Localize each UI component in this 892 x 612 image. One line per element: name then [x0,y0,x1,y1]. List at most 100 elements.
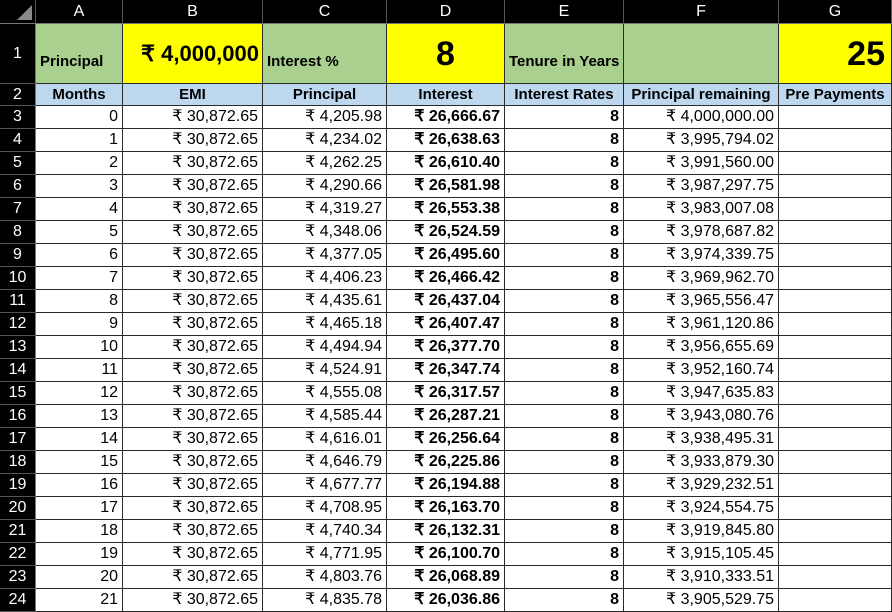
row-header-1[interactable]: 1 [0,24,36,84]
cell-pre-payment[interactable] [779,244,892,267]
cell-interest[interactable]: ₹ 26,163.70 [387,497,505,520]
cell-interest[interactable]: ₹ 26,225.86 [387,451,505,474]
cell-interest-rate[interactable]: 8 [505,428,624,451]
column-header-a[interactable]: A [36,0,123,24]
cell-pre-payment[interactable] [779,474,892,497]
cell-interest-rate[interactable]: 8 [505,244,624,267]
header-interest-rates[interactable]: Interest Rates [505,84,624,106]
row-header-22[interactable]: 22 [0,543,36,566]
cell-principal[interactable]: ₹ 4,524.91 [263,359,387,382]
cell-interest-rate[interactable]: 8 [505,290,624,313]
cell-pre-payment[interactable] [779,359,892,382]
cell-interest[interactable]: ₹ 26,581.98 [387,175,505,198]
cell-principal-remaining[interactable]: ₹ 3,956,655.69 [624,336,779,359]
cell-principal-remaining[interactable]: ₹ 3,933,879.30 [624,451,779,474]
tenure-label-cell[interactable]: Tenure in Years [505,24,624,84]
cell-pre-payment[interactable] [779,382,892,405]
cell-principal-remaining[interactable]: ₹ 3,961,120.86 [624,313,779,336]
cell-principal[interactable]: ₹ 4,205.98 [263,106,387,129]
cell-months[interactable]: 5 [36,221,123,244]
row-header-17[interactable]: 17 [0,428,36,451]
cell-months[interactable]: 15 [36,451,123,474]
cell-emi[interactable]: ₹ 30,872.65 [123,221,263,244]
cell-interest-rate[interactable]: 8 [505,313,624,336]
cell-principal[interactable]: ₹ 4,494.94 [263,336,387,359]
principal-label-cell[interactable]: Principal [36,24,123,84]
cell-emi[interactable]: ₹ 30,872.65 [123,290,263,313]
cell-emi[interactable]: ₹ 30,872.65 [123,589,263,612]
cell-interest-rate[interactable]: 8 [505,451,624,474]
row-header-12[interactable]: 12 [0,313,36,336]
cell-principal-remaining[interactable]: ₹ 4,000,000.00 [624,106,779,129]
cell-principal-remaining[interactable]: ₹ 3,987,297.75 [624,175,779,198]
cell-pre-payment[interactable] [779,129,892,152]
cell-pre-payment[interactable] [779,566,892,589]
cell-months[interactable]: 7 [36,267,123,290]
cell-months[interactable]: 11 [36,359,123,382]
cell-principal[interactable]: ₹ 4,435.61 [263,290,387,313]
cell-emi[interactable]: ₹ 30,872.65 [123,451,263,474]
cell-interest-rate[interactable]: 8 [505,589,624,612]
cell-months[interactable]: 14 [36,428,123,451]
cell-principal[interactable]: ₹ 4,835.78 [263,589,387,612]
cell-interest[interactable]: ₹ 26,068.89 [387,566,505,589]
cell-months[interactable]: 4 [36,198,123,221]
cell-principal-remaining[interactable]: ₹ 3,943,080.76 [624,405,779,428]
cell-interest[interactable]: ₹ 26,100.70 [387,543,505,566]
cell-interest-rate[interactable]: 8 [505,405,624,428]
cell-principal-remaining[interactable]: ₹ 3,952,160.74 [624,359,779,382]
cell-principal-remaining[interactable]: ₹ 3,947,635.83 [624,382,779,405]
cell-principal[interactable]: ₹ 4,319.27 [263,198,387,221]
cell-pre-payment[interactable] [779,198,892,221]
cell-emi[interactable]: ₹ 30,872.65 [123,152,263,175]
row-header-2[interactable]: 2 [0,84,36,106]
row-header-9[interactable]: 9 [0,244,36,267]
cell-emi[interactable]: ₹ 30,872.65 [123,359,263,382]
cell-emi[interactable]: ₹ 30,872.65 [123,497,263,520]
cell-interest-rate[interactable]: 8 [505,336,624,359]
cell-principal[interactable]: ₹ 4,262.25 [263,152,387,175]
cell-principal-remaining[interactable]: ₹ 3,924,554.75 [624,497,779,520]
cell-principal[interactable]: ₹ 4,348.06 [263,221,387,244]
row-header-11[interactable]: 11 [0,290,36,313]
row-header-8[interactable]: 8 [0,221,36,244]
header-principal[interactable]: Principal [263,84,387,106]
cell-emi[interactable]: ₹ 30,872.65 [123,543,263,566]
cell-interest[interactable]: ₹ 26,437.04 [387,290,505,313]
cell-months[interactable]: 13 [36,405,123,428]
cell-interest[interactable]: ₹ 26,317.57 [387,382,505,405]
cell-emi[interactable]: ₹ 30,872.65 [123,313,263,336]
row-header-7[interactable]: 7 [0,198,36,221]
cell-emi[interactable]: ₹ 30,872.65 [123,106,263,129]
cell-months[interactable]: 9 [36,313,123,336]
cell-principal-remaining[interactable]: ₹ 3,969,962.70 [624,267,779,290]
row-header-5[interactable]: 5 [0,152,36,175]
cell-months[interactable]: 12 [36,382,123,405]
cell-months[interactable]: 0 [36,106,123,129]
cell-principal[interactable]: ₹ 4,555.08 [263,382,387,405]
cell-months[interactable]: 10 [36,336,123,359]
cell-months[interactable]: 18 [36,520,123,543]
cell-pre-payment[interactable] [779,428,892,451]
row-header-10[interactable]: 10 [0,267,36,290]
row-header-21[interactable]: 21 [0,520,36,543]
cell-principal[interactable]: ₹ 4,677.77 [263,474,387,497]
row-header-14[interactable]: 14 [0,359,36,382]
cell-pre-payment[interactable] [779,520,892,543]
cell-months[interactable]: 20 [36,566,123,589]
cell-pre-payment[interactable] [779,451,892,474]
cell-interest-rate[interactable]: 8 [505,129,624,152]
row-header-4[interactable]: 4 [0,129,36,152]
cell-principal[interactable]: ₹ 4,465.18 [263,313,387,336]
cell-emi[interactable]: ₹ 30,872.65 [123,428,263,451]
interest-label-cell[interactable]: Interest % [263,24,387,84]
cell-interest-rate[interactable]: 8 [505,382,624,405]
cell-pre-payment[interactable] [779,543,892,566]
cell-principal-remaining[interactable]: ₹ 3,910,333.51 [624,566,779,589]
cell-months[interactable]: 1 [36,129,123,152]
cell-interest-rate[interactable]: 8 [505,152,624,175]
interest-value-cell[interactable]: 8 [387,24,505,84]
cell-principal[interactable]: ₹ 4,646.79 [263,451,387,474]
cell-principal[interactable]: ₹ 4,616.01 [263,428,387,451]
cell-principal-remaining[interactable]: ₹ 3,983,007.08 [624,198,779,221]
